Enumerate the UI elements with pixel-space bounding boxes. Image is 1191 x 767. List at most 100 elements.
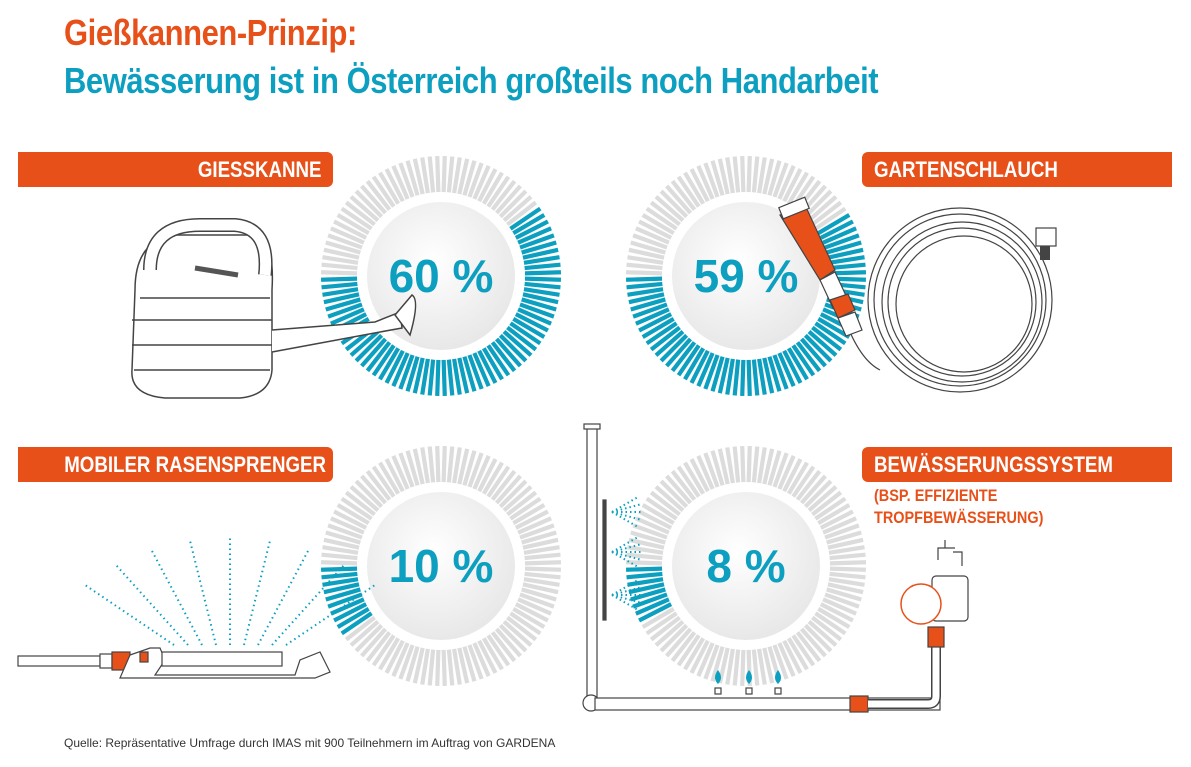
gauge-tick-empty: [446, 649, 455, 686]
gauge-tick-empty: [477, 639, 498, 674]
gauge-tick-empty: [365, 179, 392, 211]
gauge-tick-empty: [325, 240, 361, 255]
gauge-tick-filled: [665, 337, 693, 368]
gauge-tick-empty: [420, 648, 430, 685]
gauge-tick-filled: [524, 281, 561, 290]
gauge-tick-empty: [740, 649, 746, 687]
gauge-tick-filled: [521, 240, 557, 255]
gauge-tick-empty: [344, 615, 376, 642]
gauge-tick-empty: [665, 627, 693, 658]
gauge-tick-empty: [641, 213, 675, 236]
gauge-tick-filled: [757, 358, 767, 395]
gauge-tick-filled: [506, 325, 538, 352]
gauge-tick-empty: [514, 602, 549, 623]
gauge-tick-empty: [772, 162, 789, 198]
gauge-tick-filled: [786, 347, 809, 381]
gauge-tick-empty: [452, 157, 462, 194]
gauge-tick-empty: [365, 469, 392, 501]
gauge-tick-empty: [512, 503, 546, 526]
gauge-tick-filled: [360, 337, 388, 368]
gauge-tick-filled: [336, 606, 370, 629]
gauge-tick-filled: [772, 354, 789, 390]
water-spray: [243, 538, 272, 646]
gauge-tick-filled: [630, 587, 666, 602]
gauge-tick-empty: [827, 537, 864, 550]
gauge-tick-empty: [378, 171, 401, 205]
gauge-tick-empty: [371, 465, 396, 498]
gauge-tick-empty: [751, 649, 760, 686]
gauge-tick-empty: [333, 509, 368, 530]
gauge-tick-empty: [519, 523, 555, 540]
gauge-tick-filled: [452, 358, 462, 395]
gauge-tick-empty: [645, 611, 678, 636]
gauge-tick-empty: [817, 606, 851, 629]
gauge-tick-empty: [405, 450, 420, 486]
gauge-tick-empty: [732, 649, 741, 686]
gauge-tick-empty: [371, 634, 396, 667]
gauge-tick-empty: [398, 452, 415, 488]
gauge-tick-filled: [649, 325, 681, 352]
gauge-tick-empty: [649, 490, 681, 517]
gauge-tick-empty: [384, 168, 405, 203]
gauge-tick-filled: [696, 352, 715, 387]
gauge-tick-empty: [344, 200, 376, 227]
gauge-tick-empty: [767, 450, 782, 486]
gauge-tick-filled: [703, 354, 720, 390]
gauge-tick-filled: [746, 359, 752, 397]
gauge-tick-empty: [354, 189, 384, 219]
gauge-tick-empty: [486, 634, 511, 667]
gauge-tick-empty: [638, 219, 673, 240]
gauge-tick-empty: [462, 160, 477, 196]
gauge-tick-empty: [696, 642, 715, 677]
gauge-tick-filled: [625, 276, 663, 282]
gauge-tick-filled: [467, 354, 484, 390]
gauge-tick-filled: [762, 357, 775, 394]
gauge-tick-empty: [524, 552, 561, 561]
gauge-tick-empty: [506, 200, 538, 227]
gauge-tick-filled: [799, 337, 827, 368]
gauge-tick-empty: [522, 537, 559, 550]
gauge-tick-empty: [767, 160, 782, 196]
gauge-tick-filled: [371, 344, 396, 377]
gauge-tick-empty: [349, 195, 380, 223]
gauge-tick-empty: [490, 469, 517, 501]
gauge-tick-empty: [405, 646, 420, 682]
gauge-tick-filled: [732, 359, 741, 396]
gauge-tick-filled: [446, 359, 455, 396]
gauge-tick-filled: [457, 357, 470, 394]
gauge-tick-empty: [725, 447, 735, 484]
gauge-tick-empty: [322, 255, 359, 265]
gauge-tick-filled: [514, 219, 549, 240]
water-spray: [611, 511, 642, 521]
gauge-tick-empty: [472, 455, 491, 490]
gauge-tick-empty: [457, 647, 470, 684]
gauge-tick-empty: [762, 647, 775, 684]
water-drop-icon: [746, 670, 752, 684]
gauge-tick-empty: [777, 455, 796, 490]
gauge-tick-empty: [490, 631, 517, 663]
water-spray: [149, 547, 203, 646]
gauge-tick-empty: [630, 530, 666, 545]
gauge-tick-empty: [772, 452, 789, 488]
gauge-tick-empty: [710, 160, 725, 196]
water-spray: [257, 547, 311, 646]
gauge-tick-filled: [502, 329, 533, 357]
gauge-tick-empty: [689, 639, 710, 674]
gauge-tick-empty: [717, 448, 730, 485]
gauge-tick-empty: [625, 270, 663, 276]
gauge-tick-filled: [325, 587, 361, 602]
gauge-tick-empty: [676, 465, 701, 498]
gauge-tick-empty: [384, 639, 405, 674]
gauge-tick-empty: [360, 627, 388, 658]
gauge-tick-empty: [757, 157, 767, 194]
gauge-tick-empty: [427, 649, 436, 686]
gauge: 8 %: [625, 445, 867, 687]
gauge-tick-empty: [378, 637, 401, 671]
gauge-tick-filled: [378, 347, 401, 381]
gauge-tick-filled: [330, 307, 365, 326]
gauge-tick-empty: [740, 445, 746, 483]
gauge-tick-empty: [829, 571, 866, 580]
gauge-tick-empty: [807, 195, 838, 223]
gauge-tick-empty: [330, 226, 365, 245]
gauge-tick-empty: [457, 158, 470, 195]
